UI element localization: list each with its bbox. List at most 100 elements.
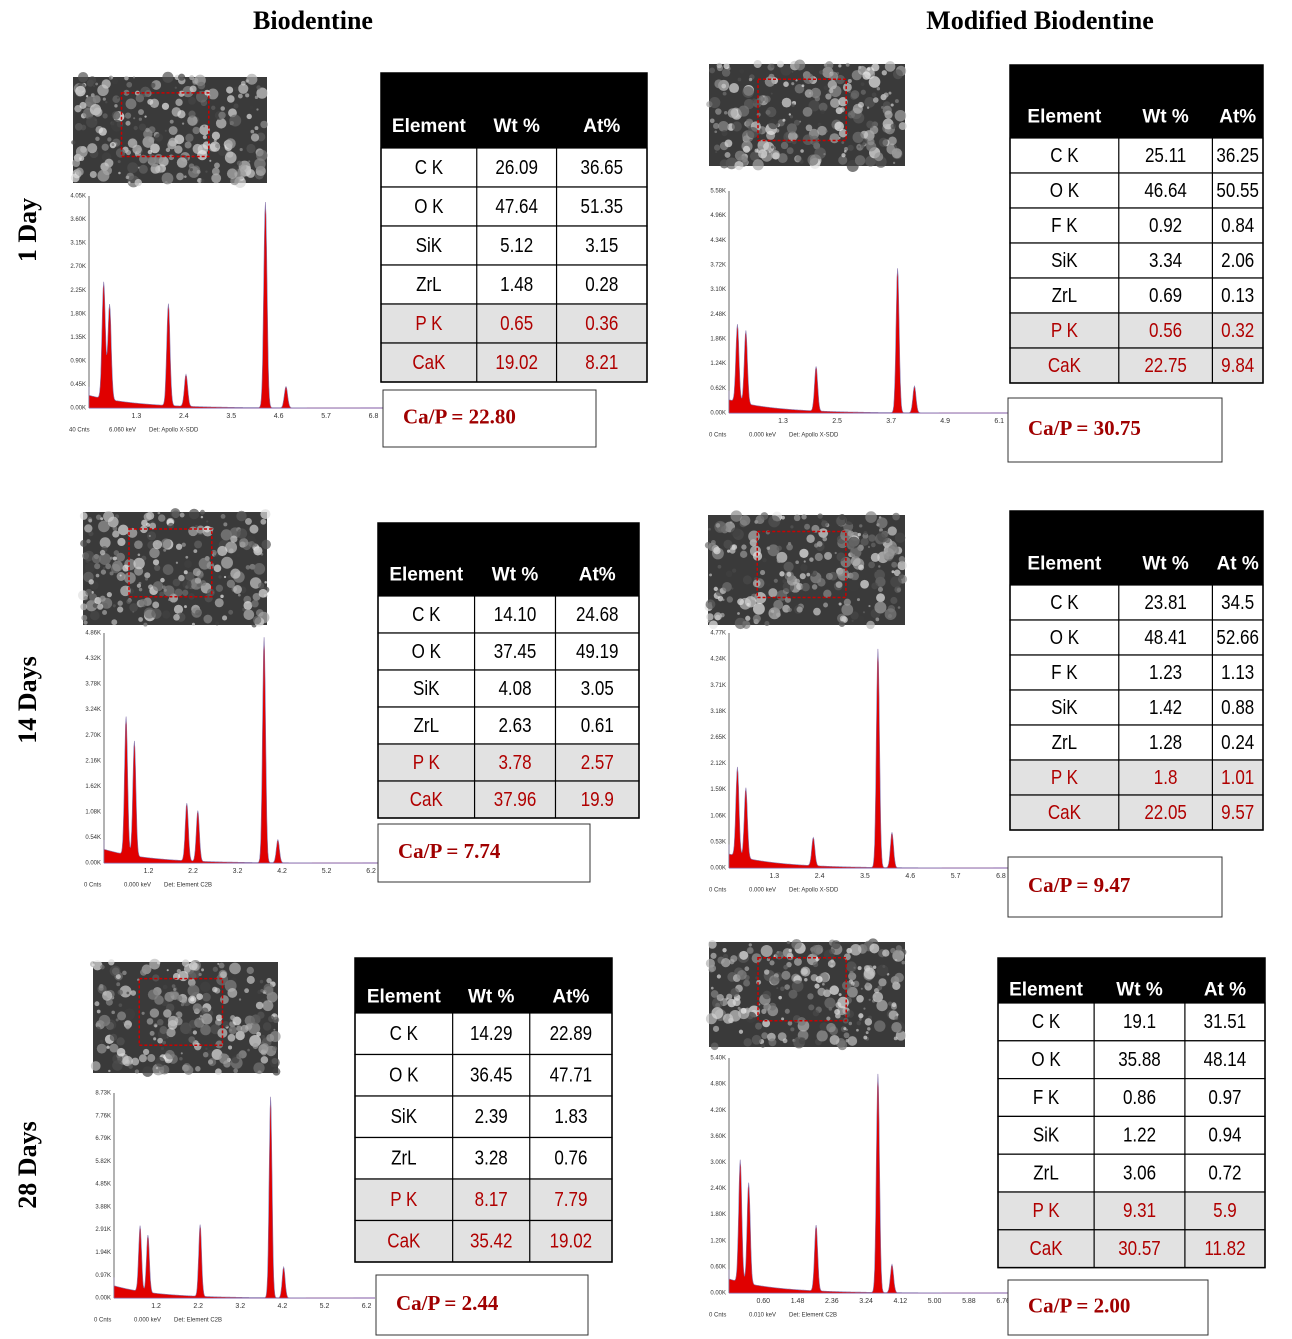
sem-grain	[153, 1037, 156, 1040]
sem-grain	[249, 525, 258, 534]
sem-grain	[872, 92, 877, 97]
y-tick-label: 2.65K	[710, 735, 726, 741]
sem-grain	[102, 991, 112, 1001]
sem-grain	[256, 108, 258, 110]
y-tick-label: 0.54K	[85, 835, 101, 841]
sem-grain	[81, 615, 87, 621]
ratio-label: Ca/P = 22.80	[403, 404, 516, 428]
table-cell: 0.76	[554, 1146, 587, 1169]
table-cell: 36.65	[581, 155, 624, 178]
spectrum-footer: 0 Cnts	[94, 1318, 111, 1324]
sem-grain	[817, 126, 827, 136]
table-cell: 1.8	[1154, 765, 1178, 788]
sem-grain	[114, 550, 119, 555]
sem-grain	[808, 1004, 814, 1010]
sem-grain	[100, 1040, 103, 1043]
sem-grain	[124, 572, 136, 584]
sem-grain	[791, 103, 794, 106]
y-tick-label: 4.77K	[710, 631, 726, 637]
sem-grain	[192, 78, 198, 84]
sem-grain	[777, 61, 784, 68]
sem-grain	[239, 538, 248, 547]
x-tick-label: 5.2	[320, 1303, 330, 1310]
sem-grain	[180, 513, 185, 518]
table-cell: O K	[1050, 178, 1080, 201]
sem-grain	[168, 523, 174, 529]
sem-grain	[711, 1007, 723, 1019]
table-cell: 0.92	[1149, 213, 1182, 236]
table-cell: CaK	[412, 350, 446, 373]
table-cell: 0.61	[581, 713, 614, 736]
sem-grain	[150, 1031, 155, 1036]
sem-grain	[873, 966, 876, 969]
sem-grain	[223, 1021, 229, 1027]
sem-grain	[818, 123, 822, 127]
sem-grain	[168, 154, 174, 160]
sem-grain	[196, 993, 203, 1000]
sem-grain	[135, 1069, 139, 1073]
sem-grain	[203, 125, 205, 127]
sem-grain	[247, 976, 255, 984]
sem-grain	[250, 106, 254, 110]
sem-grain	[718, 565, 722, 569]
y-tick-label: 1.20K	[710, 1238, 726, 1244]
table-cell: ZrL	[391, 1146, 416, 1169]
y-tick-label: 0.45K	[70, 382, 86, 388]
y-tick-label: 0.90K	[70, 358, 86, 364]
sem-grain	[868, 562, 875, 569]
sem-grain	[835, 515, 846, 526]
table-cell: 23.81	[1144, 590, 1187, 613]
sem-grain	[87, 143, 97, 153]
table-cell: SiK	[1051, 695, 1078, 718]
table-cell: SiK	[391, 1105, 418, 1128]
sem-grain	[758, 149, 767, 158]
sem-grain	[825, 61, 833, 69]
sem-grain	[134, 540, 143, 549]
table-cell: 1.42	[1149, 695, 1182, 718]
sem-grain	[742, 86, 754, 98]
sem-grain	[99, 986, 104, 991]
table-cell: 0.86	[1123, 1085, 1156, 1108]
sem-grain	[823, 603, 828, 608]
sem-grain	[797, 606, 803, 612]
sem-grain	[272, 1046, 277, 1051]
sem-grain	[176, 562, 178, 564]
sem-grain	[111, 76, 113, 78]
sem-grain	[839, 602, 842, 605]
x-tick-label: 3.5	[860, 873, 870, 880]
sem-grain	[225, 152, 237, 164]
sem-grain	[826, 1023, 836, 1033]
sem-grain	[853, 132, 864, 143]
table-cell: P K	[1051, 318, 1079, 341]
sem-grain	[175, 99, 182, 106]
table-cell: 50.55	[1216, 178, 1259, 201]
sem-grain	[846, 63, 850, 67]
sem-grain	[221, 1053, 225, 1057]
sem-grain	[873, 569, 877, 573]
sem-grain	[238, 94, 243, 99]
sem-grain	[132, 611, 134, 613]
sem-grain	[723, 92, 727, 96]
sem-grain	[848, 79, 852, 83]
sem-grain	[865, 1018, 872, 1025]
sem-grain	[213, 967, 218, 972]
y-tick-label: 3.72K	[710, 263, 726, 269]
sem-grain	[788, 608, 792, 612]
sem-grain	[761, 1043, 765, 1047]
sem-grain	[818, 528, 828, 538]
spectrum-fill	[104, 637, 380, 863]
sem-grain	[246, 565, 250, 569]
sem-grain	[118, 160, 121, 163]
sem-grain	[155, 133, 163, 141]
table-header-cell: Wt %	[468, 987, 515, 1008]
y-tick-label: 3.00K	[710, 1160, 726, 1166]
x-tick-label: 5.88	[962, 1298, 976, 1305]
table-cell: C K	[1050, 143, 1079, 166]
sem-grain	[228, 610, 233, 615]
x-tick-label: 4.2	[277, 868, 287, 875]
sem-grain	[86, 95, 88, 97]
sem-grain	[126, 176, 130, 180]
sem-grain	[95, 1001, 100, 1006]
sem-grain	[229, 963, 241, 975]
sem-grain	[835, 552, 837, 554]
